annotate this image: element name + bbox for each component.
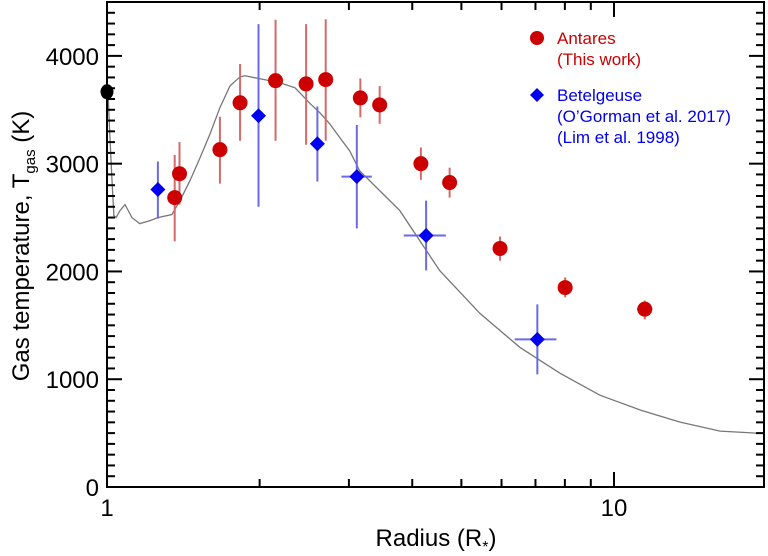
legend-marker-antares [530,31,544,45]
y-tick-label: 3000 [46,152,99,179]
error-bars-layer [156,19,653,375]
y-tick-label: 1000 [46,367,99,394]
betelgeuse-point [309,136,325,152]
x-axis-title-end: ) [488,525,496,552]
antares-point [372,97,388,113]
legend-marker-betelgeuse [530,88,544,102]
plot-frame [106,1,765,488]
model-curve [107,75,765,435]
antares-point [637,301,653,317]
y-axis-title: Gas temperature, Tgas (K) [8,111,39,382]
legend-label-betelgeuse: Betelgeuse [557,86,642,105]
betelgeuse-point [418,228,434,244]
y-axis-title-end: (K) [8,111,35,150]
legend-label-antares: (This work) [557,50,641,69]
y-axis-title-main: Gas temperature, T [8,173,35,381]
antares-point [268,73,284,89]
model-curve-layer [107,75,765,435]
legend-label-betelgeuse: (O’Gorman et al. 2017) [557,107,731,126]
antares-point [557,280,573,296]
betelgeuse-point [251,108,267,124]
x-axis-title-main: Radius (R [376,525,483,552]
x-tick-label: 10 [601,495,628,522]
antares-point [413,156,429,172]
antares-point [298,76,314,92]
antares-point [232,95,248,111]
x-tick-label: 1 [100,495,113,522]
axes: 0 1000 2000 3000 4000 1 10 [46,1,765,522]
y-tick-label: 2000 [46,259,99,286]
antares-point [492,240,508,256]
antares-point [352,90,368,106]
x-axis-title: Radius (R*) [376,525,497,556]
x-axis-title-sub: * [482,539,488,556]
antares-point [212,142,228,158]
y-tick-label: 4000 [46,44,99,71]
legend: Antares (This work) Betelgeuse (O’Gorman et… [530,29,731,147]
betelgeuse-point [529,331,545,347]
antares-point [442,175,458,191]
antares-point [167,190,183,206]
antares-point [318,72,334,88]
betelgeuse-point [349,169,365,185]
legend-label-antares: Antares [557,29,616,48]
antares-point [172,166,188,182]
y-axis-title-sub: gas [22,149,39,173]
legend-label-betelgeuse: (Lim et al. 1998) [557,128,680,147]
y-tick-label: 0 [86,475,99,502]
markers-layer [100,72,653,347]
betelgeuse-point [150,182,166,198]
